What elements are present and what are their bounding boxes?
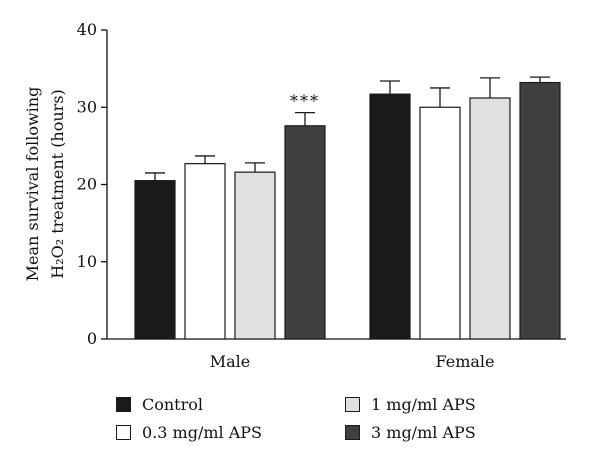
bar bbox=[419, 106, 461, 340]
bar bbox=[469, 97, 511, 340]
y-axis-label: Mean survival following H₂O₂ treatment (… bbox=[23, 87, 67, 282]
y-tick-label: 10 bbox=[77, 252, 97, 271]
bar bbox=[184, 163, 226, 340]
bar bbox=[284, 125, 326, 340]
x-axis-labels: Male Female bbox=[210, 352, 495, 371]
y-tick-label: 20 bbox=[77, 175, 97, 194]
y-tick-label: 30 bbox=[77, 97, 97, 116]
x-category-label: Male bbox=[210, 352, 251, 371]
y-axis-label-line-2: H₂O₂ treatment (hours) bbox=[48, 89, 67, 279]
annotations: *** bbox=[290, 92, 320, 111]
bar bbox=[134, 180, 176, 340]
bars bbox=[134, 81, 561, 340]
bar bbox=[369, 93, 411, 340]
significance-marker: *** bbox=[290, 92, 320, 111]
y-tick-label: 0 bbox=[87, 329, 97, 348]
error-bars bbox=[145, 76, 550, 181]
bar bbox=[234, 171, 276, 340]
y-axis-ticks: 0 10 20 30 40 bbox=[77, 20, 107, 348]
bar bbox=[519, 81, 561, 340]
y-tick-label: 40 bbox=[77, 20, 97, 39]
x-category-label: Female bbox=[436, 352, 495, 371]
y-axis-label-line-1: Mean survival following bbox=[23, 87, 42, 282]
